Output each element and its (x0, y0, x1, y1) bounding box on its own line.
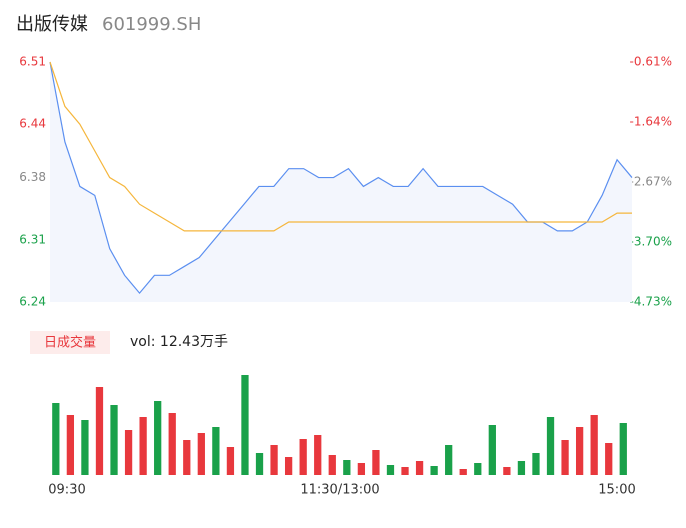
volume-bar (328, 455, 336, 475)
volume-bar (619, 423, 627, 475)
y-tick-label: 6.51 (19, 55, 46, 69)
volume-bar (561, 440, 569, 475)
volume-bar (95, 387, 104, 475)
volume-bar (299, 439, 307, 475)
volume-bar (212, 427, 220, 475)
volume-bar (110, 405, 118, 475)
x-tick-label: 15:00 (598, 483, 635, 498)
volume-bar (575, 427, 584, 475)
volume-bar (183, 440, 191, 475)
volume-bar (415, 461, 424, 475)
volume-bar (255, 453, 264, 475)
volume-badge (30, 331, 110, 354)
volume-bar (459, 469, 467, 475)
volume-bar (401, 467, 409, 475)
volume-bar (343, 460, 351, 475)
volume-bar (503, 467, 511, 475)
volume-bar (386, 465, 395, 475)
volume-bar (154, 401, 162, 475)
y2-tick-label: -2.67% (630, 175, 672, 189)
volume-bar (532, 453, 540, 475)
y2-tick-label: -1.64% (630, 115, 672, 129)
volume-bar (124, 430, 133, 475)
volume-bar (605, 443, 613, 475)
price-area (50, 62, 632, 302)
volume-bar (226, 447, 235, 475)
volume-bar (445, 445, 453, 475)
y-tick-label: 6.44 (19, 117, 46, 131)
y2-tick-label: -0.61% (630, 55, 672, 69)
y-tick-label: 6.38 (19, 170, 46, 184)
volume-bar (284, 457, 293, 475)
volume-text: vol: 12.43万手 (130, 334, 228, 350)
volume-bar (66, 415, 75, 475)
average-line (49, 61, 632, 232)
volume-bar (314, 435, 322, 475)
volume-bar (241, 375, 249, 475)
stock-code: 601999.SH (102, 14, 201, 35)
y2-tick-label: -3.70% (630, 235, 672, 249)
volume-bar (517, 461, 526, 475)
volume-label: 日成交量 (44, 335, 96, 351)
stock-name: 出版传媒 (16, 14, 88, 35)
y2-tick-label: -4.73% (630, 295, 672, 309)
x-tick-label: 11:30/13:00 (300, 483, 379, 498)
volume-bar (590, 415, 598, 475)
volume-bar (139, 417, 147, 475)
y-tick-label: 6.24 (19, 295, 46, 309)
volume-bar (197, 433, 205, 475)
volume-bar (372, 450, 380, 475)
volume-bar (546, 417, 555, 475)
volume-bar (488, 425, 496, 475)
volume-bar (168, 413, 176, 475)
volume-bar (270, 445, 278, 475)
y-tick-label: 6.31 (19, 232, 46, 246)
volume-bar (81, 420, 89, 475)
volume-bar (357, 463, 366, 475)
x-tick-label: 09:30 (48, 483, 85, 498)
volume-bar (474, 463, 482, 475)
volume-bar (430, 466, 438, 475)
volume-bar (52, 403, 60, 475)
